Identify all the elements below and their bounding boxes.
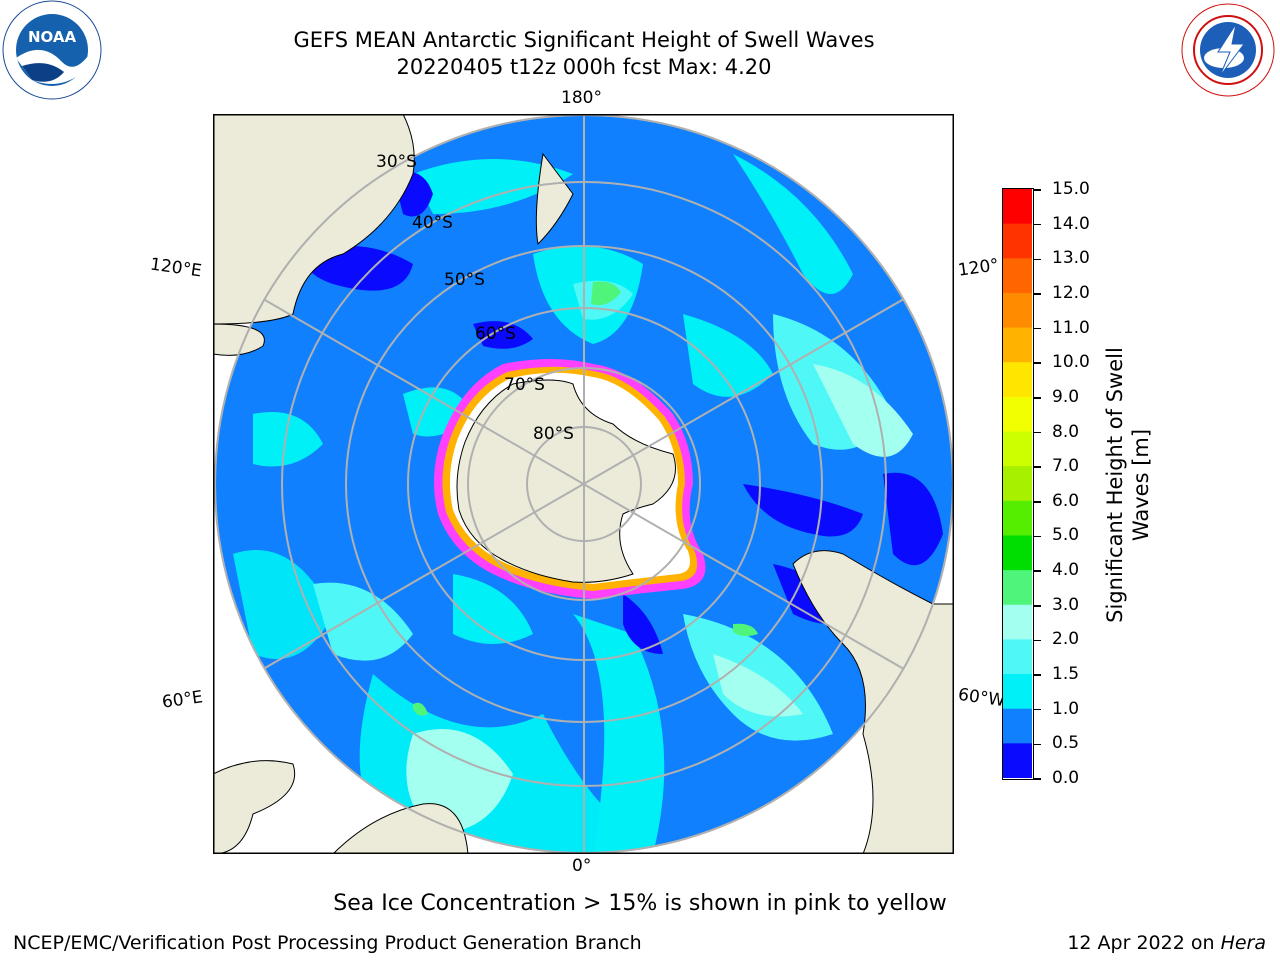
colorbar-tick-mark xyxy=(1034,570,1041,572)
colorbar-tick-label: 1.5 xyxy=(1052,664,1080,685)
footer-date: 12 Apr 2022 on xyxy=(1067,932,1221,954)
colorbar-tick-label: 9.0 xyxy=(1052,386,1080,407)
colorbar-band xyxy=(1003,396,1032,433)
colorbar-tick-label: 10.0 xyxy=(1052,352,1090,373)
colorbar-tick-mark xyxy=(1034,743,1041,746)
colorbar-tick-mark xyxy=(1034,639,1041,642)
colorbar-tick-label: 0.0 xyxy=(1052,768,1080,788)
lat-label-40s: 40°S xyxy=(412,213,453,233)
lat-label-50s: 50°S xyxy=(444,270,485,290)
colorbar-tick-mark xyxy=(1034,605,1041,607)
colorbar-tick-label: 12.0 xyxy=(1052,282,1090,303)
colorbar-band xyxy=(1003,500,1032,536)
colorbar-tick-label: 8.0 xyxy=(1052,421,1080,442)
colorbar xyxy=(1002,188,1034,780)
colorbar-label-line2: Waves [m] xyxy=(1129,428,1153,542)
colorbar-tick-mark xyxy=(1034,708,1041,711)
polar-map xyxy=(212,113,955,855)
colorbar-tick-mark xyxy=(1034,431,1041,434)
colorbar-tick-mark xyxy=(1034,674,1041,676)
colorbar-tick-label: 2.0 xyxy=(1052,629,1080,650)
colorbar-tick-mark xyxy=(1034,501,1041,503)
lat-label-60s: 60°S xyxy=(475,324,516,344)
lat-label-30s: 30°S xyxy=(376,152,417,172)
chart-title-line2: 20220405 t12z 000h fcst Max: 4.20 xyxy=(396,55,772,79)
colorbar-band xyxy=(1003,431,1032,467)
colorbar-band xyxy=(1003,258,1032,294)
colorbar-tick-mark xyxy=(1034,362,1041,364)
colorbar-tick-mark xyxy=(1034,778,1041,780)
colorbar-band xyxy=(1003,674,1032,710)
lat-label-70s: 70°S xyxy=(504,375,545,395)
colorbar-band xyxy=(1003,362,1032,398)
colorbar-band xyxy=(1003,639,1032,675)
colorbar-tick-mark xyxy=(1034,397,1041,399)
colorbar-band xyxy=(1003,466,1032,502)
sea-ice-caption: Sea Ice Concentration > 15% is shown in … xyxy=(333,891,947,916)
lon-label-60w: 60°W xyxy=(956,684,1007,712)
lon-label-120w: 120° xyxy=(956,255,1001,281)
colorbar-tick-label: 6.0 xyxy=(1052,490,1080,511)
swell-field xyxy=(215,115,953,853)
colorbar-label-line1: Significant Height of Swell xyxy=(1103,347,1127,623)
colorbar-band xyxy=(1003,535,1032,571)
colorbar-band xyxy=(1003,570,1032,606)
colorbar-band xyxy=(1003,604,1032,640)
colorbar-tick-label: 1.0 xyxy=(1052,698,1080,719)
colorbar-band xyxy=(1003,743,1032,779)
footer-right: 12 Apr 2022 on Hera xyxy=(1067,932,1266,954)
colorbar-tick-mark xyxy=(1034,535,1041,538)
colorbar-tick-label: 14.0 xyxy=(1052,213,1090,234)
chart-title-line1: GEFS MEAN Antarctic Significant Height o… xyxy=(293,28,875,52)
colorbar-band xyxy=(1003,189,1032,225)
colorbar-band xyxy=(1003,327,1032,363)
colorbar-tick-mark xyxy=(1034,466,1041,468)
colorbar-band xyxy=(1003,223,1032,259)
nws-logo xyxy=(1178,0,1278,100)
colorbar-tick-mark xyxy=(1034,223,1041,226)
colorbar-tick-mark xyxy=(1034,189,1041,191)
colorbar-tick-label: 7.0 xyxy=(1052,456,1080,477)
colorbar-tick-label: 11.0 xyxy=(1052,317,1090,338)
colorbar-tick-label: 13.0 xyxy=(1052,248,1090,269)
land-masses xyxy=(212,113,955,855)
colorbar-tick-mark xyxy=(1034,293,1041,295)
colorbar-tick-mark xyxy=(1034,258,1041,261)
map-panel xyxy=(212,113,955,855)
colorbar-tick-label: 15.0 xyxy=(1052,179,1090,199)
colorbar-tick-mark xyxy=(1034,327,1041,330)
noaa-logo-text: NOAA xyxy=(28,28,77,46)
colorbar-tick-label: 3.0 xyxy=(1052,594,1080,615)
lon-label-60e: 60°E xyxy=(160,687,205,713)
colorbar-bands xyxy=(1003,189,1032,779)
footer-left: NCEP/EMC/Verification Post Processing Pr… xyxy=(13,932,642,954)
footer-host: Hera xyxy=(1220,932,1266,954)
colorbar-band xyxy=(1003,292,1032,329)
lon-label-120e: 120°E xyxy=(148,254,203,282)
colorbar-band xyxy=(1003,708,1032,744)
lon-label-0: 0° xyxy=(572,856,592,876)
graticule xyxy=(215,115,953,853)
colorbar-tick-label: 4.0 xyxy=(1052,560,1080,581)
lat-label-80s: 80°S xyxy=(533,424,574,444)
antarctica xyxy=(434,359,706,599)
lon-label-180: 180° xyxy=(561,88,602,108)
colorbar-tick-label: 5.0 xyxy=(1052,525,1080,546)
noaa-logo: NOAA xyxy=(2,0,102,100)
colorbar-tick-label: 0.5 xyxy=(1052,733,1080,754)
